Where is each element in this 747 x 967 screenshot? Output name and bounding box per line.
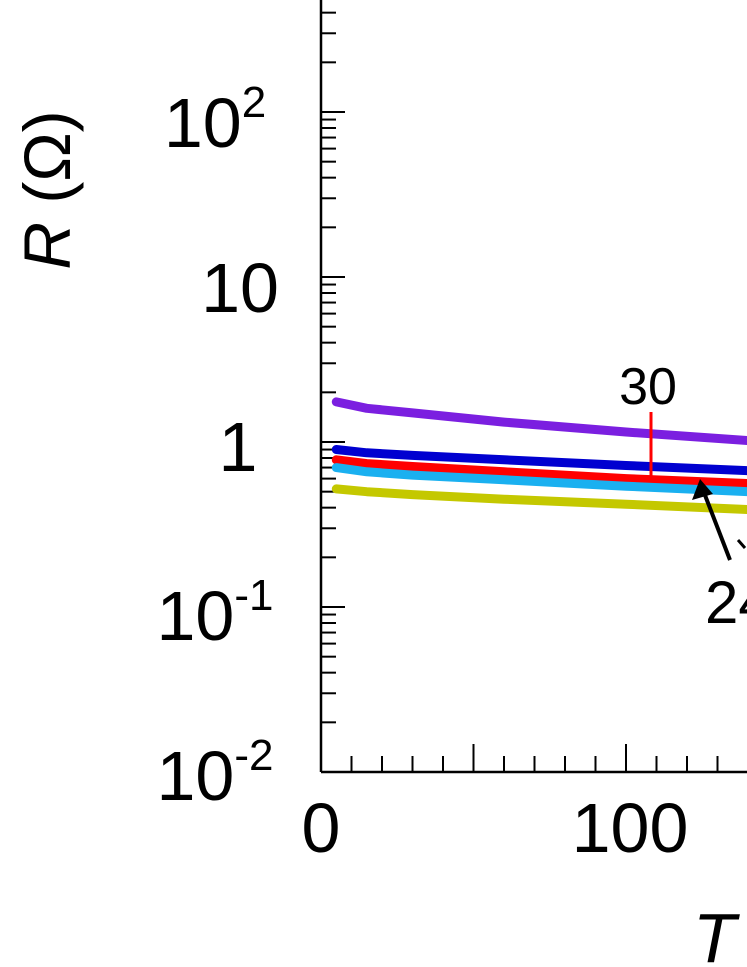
arrow-shaft: [701, 489, 732, 561]
series-lines: [331, 397, 747, 514]
x-tick-label: 0: [302, 789, 341, 867]
arrowhead-icon: [692, 479, 713, 500]
y-axis-label: R (Ω): [10, 110, 84, 269]
y-tick-label: 10-1: [157, 571, 274, 655]
y-tick-label: 1: [219, 408, 258, 486]
series-line-5: [331, 484, 747, 514]
series-line-4: [331, 463, 747, 497]
arrow-shaft-2: [736, 539, 747, 549]
y-tick-label: 102: [164, 78, 266, 162]
x-tick-label: 100: [572, 789, 689, 867]
x-axis-label: T: [693, 899, 740, 967]
series-line-3: [331, 455, 747, 488]
y-tick-label: 10-2: [157, 731, 274, 815]
annotation-24: 24: [705, 569, 747, 636]
y-tick-label: 10: [201, 249, 279, 327]
annotations: 30 24: [619, 358, 747, 636]
x-tick-labels: 0 100: [302, 789, 689, 867]
series-line-2: [331, 445, 747, 476]
series-line-1: [331, 397, 747, 446]
y-tick-labels: 10-2 10-1 1 10 102: [157, 78, 279, 815]
annotation-30: 30: [619, 358, 677, 416]
